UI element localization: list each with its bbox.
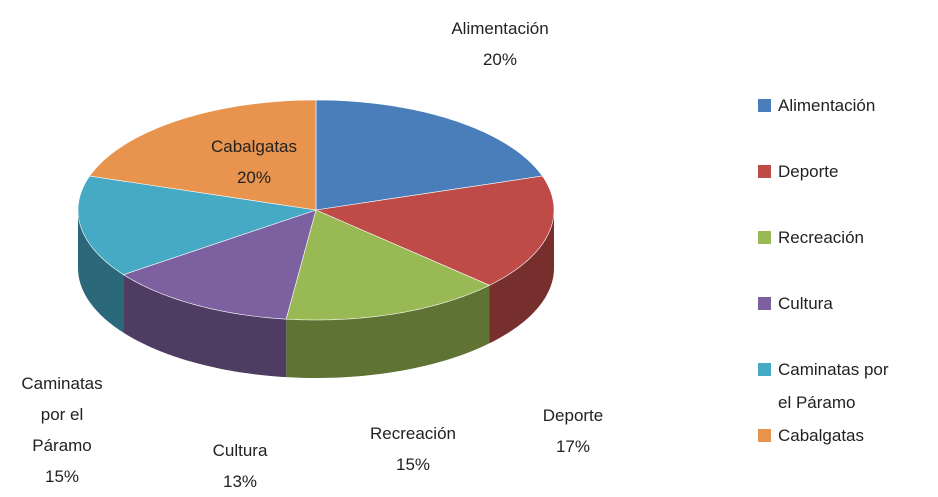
slice-side (286, 285, 490, 378)
label-category: Cultura (212, 441, 268, 460)
legend-swatch (758, 297, 771, 310)
label-category: Recreación (370, 424, 456, 443)
legend-label: Recreación (778, 228, 864, 247)
legend-swatch (758, 231, 771, 244)
data-label: Alimentación 20% (451, 13, 548, 75)
slice (122, 209, 317, 320)
slice (314, 175, 555, 286)
legend-label: Cultura (778, 294, 833, 313)
label-value: 15% (395, 455, 431, 474)
legend-swatch (758, 429, 771, 442)
legend-label: Alimentación (778, 96, 876, 115)
label-value: 20% (236, 168, 272, 187)
slice (285, 209, 491, 321)
label-category: Caminatas por el Páramo (21, 374, 103, 455)
data-label: Cultura 13% (213, 435, 268, 497)
slice-side (78, 210, 124, 333)
label-category: Alimentación (451, 19, 549, 38)
data-label: Cabalgatas 20% (211, 131, 297, 193)
data-label: Caminatas por el Páramo 15% (14, 368, 110, 492)
label-category: Deporte (542, 406, 604, 425)
label-value: 13% (222, 472, 258, 491)
legend-swatch (758, 165, 771, 178)
label-value: 15% (44, 467, 80, 486)
slice-side (123, 274, 287, 378)
label-category: Cabalgatas (210, 137, 298, 156)
label-value: 20% (482, 50, 518, 69)
slice-side (489, 210, 554, 344)
slice (77, 175, 317, 275)
data-label: Recreación 15% (370, 418, 456, 480)
slice (315, 99, 543, 211)
legend-label: Caminatas por el Páramo (778, 360, 889, 412)
legend-label: Cabalgatas (778, 426, 865, 445)
slice (89, 99, 317, 211)
legend-swatch (758, 99, 771, 112)
data-label: Deporte 17% (543, 400, 603, 462)
label-value: 17% (555, 437, 591, 456)
legend-label: Deporte (778, 162, 839, 181)
legend-swatch (758, 363, 771, 376)
